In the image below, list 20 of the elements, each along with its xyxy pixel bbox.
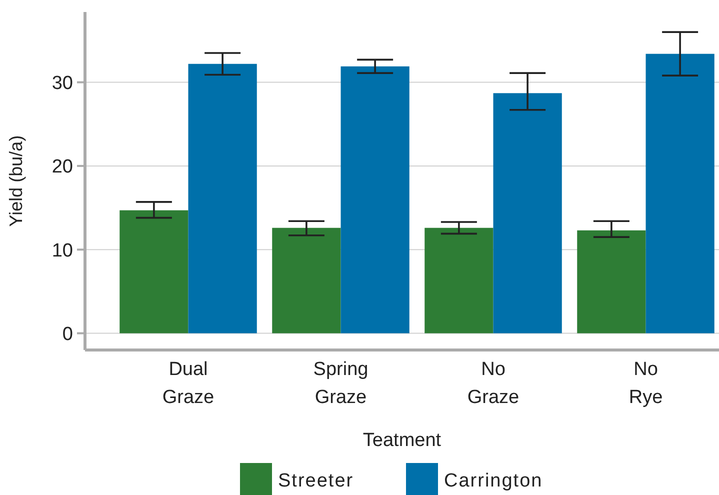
x-tick-label: No Rye — [628, 359, 663, 408]
legend-label: Streeter — [278, 470, 354, 492]
bar — [340, 66, 410, 334]
y-tick-label: 20 — [52, 156, 73, 178]
x-tick-label: Spring Graze — [313, 359, 368, 408]
legend-label: Carrington — [444, 470, 543, 492]
bar — [424, 228, 494, 334]
bar — [188, 64, 257, 334]
x-tick-label: Dual Graze — [162, 359, 214, 408]
y-tick-label: 10 — [52, 240, 73, 262]
y-tick-label: 30 — [52, 72, 73, 94]
bar — [646, 54, 714, 334]
x-axis-title: Teatment — [362, 430, 442, 451]
bar — [120, 210, 188, 334]
bar — [272, 228, 341, 334]
x-tick-label: No Graze — [467, 359, 520, 408]
y-axis-title: Yield (bu/a) — [6, 135, 26, 227]
bar — [493, 93, 562, 334]
bar — [577, 230, 646, 334]
y-tick-label: 0 — [62, 324, 73, 345]
